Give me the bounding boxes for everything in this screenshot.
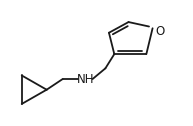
Text: O: O [155, 25, 164, 38]
Text: NH: NH [77, 73, 95, 86]
